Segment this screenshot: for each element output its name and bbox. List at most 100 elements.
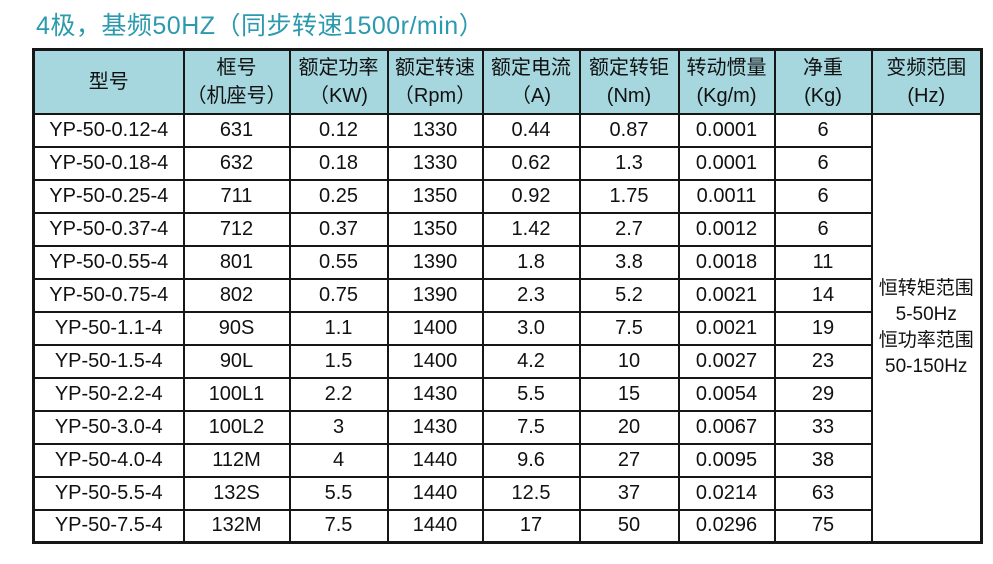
cell-power: 0.18 <box>288 145 389 181</box>
table-row: YP-50-0.55-4 801 0.55 1390 1.8 3.8 0.0018 11 <box>32 244 982 280</box>
cell-current: 4.2 <box>481 343 581 379</box>
cell-torque: 2.7 <box>578 211 680 247</box>
cell-power: 7.5 <box>288 508 389 544</box>
cell-current: 1.42 <box>481 211 581 247</box>
cell-power: 0.12 <box>288 112 389 148</box>
cell-model: YP-50-7.5-4 <box>32 508 185 544</box>
cell-current: 2.3 <box>481 277 581 313</box>
cell-model: YP-50-0.55-4 <box>32 244 185 280</box>
cell-power: 5.5 <box>288 475 389 511</box>
table-row: YP-50-4.0-4 112M 4 1440 9.6 27 0.0095 38 <box>32 442 982 478</box>
cell-speed: 1400 <box>386 310 484 346</box>
cell-model: YP-50-0.75-4 <box>32 277 185 313</box>
cell-current: 17 <box>481 508 581 544</box>
cell-current: 5.5 <box>481 376 581 412</box>
table-row: YP-50-5.5-4 132S 5.5 1440 12.5 37 0.0214 63 <box>32 475 982 511</box>
table-row: YP-50-0.25-4 711 0.25 1350 0.92 1.75 0.0011 6 <box>32 178 982 214</box>
cell-power: 0.75 <box>288 277 389 313</box>
cell-torque: 37 <box>578 475 680 511</box>
column-header-torque: 额定转钜 (Nm) <box>578 48 680 115</box>
cell-weight: 23 <box>773 343 873 379</box>
cell-frame: 100L1 <box>182 376 291 412</box>
table-row: YP-50-3.0-4 100L2 3 1430 7.5 20 0.0067 33 <box>32 409 982 445</box>
cell-current: 1.8 <box>481 244 581 280</box>
cell-current: 3.0 <box>481 310 581 346</box>
cell-frame: 90S <box>182 310 291 346</box>
cell-model: YP-50-1.1-4 <box>32 310 185 346</box>
cell-weight: 6 <box>773 145 873 181</box>
column-header-power: 额定功率 （KW) <box>288 48 389 115</box>
cell-speed: 1350 <box>386 211 484 247</box>
cell-frame: 631 <box>182 112 291 148</box>
cell-current: 12.5 <box>481 475 581 511</box>
cell-speed: 1440 <box>386 442 484 478</box>
table-row: YP-50-0.18-4 632 0.18 1330 0.62 1.3 0.0001 6 <box>32 145 982 181</box>
cell-power: 3 <box>288 409 389 445</box>
cell-power: 0.37 <box>288 211 389 247</box>
cell-torque: 50 <box>578 508 680 544</box>
cell-power: 1.1 <box>288 310 389 346</box>
cell-frame: 711 <box>182 178 291 214</box>
cell-frame: 802 <box>182 277 291 313</box>
table-row: YP-50-7.5-4 132M 7.5 1440 17 50 0.0296 75 <box>32 508 982 544</box>
cell-weight: 11 <box>773 244 873 280</box>
cell-speed: 1390 <box>386 244 484 280</box>
cell-current: 7.5 <box>481 409 581 445</box>
cell-torque: 7.5 <box>578 310 680 346</box>
page: 4极，基频50HZ（同步转速1500r/min） 型号 框号 （机座号） 额定功率 （K… <box>32 12 983 544</box>
cell-model: YP-50-2.2-4 <box>32 376 185 412</box>
freq-range-note-cell: 恒转矩范围 5-50Hz 恒功率范围 50-150Hz <box>870 112 983 544</box>
cell-weight: 6 <box>773 211 873 247</box>
cell-weight: 75 <box>773 508 873 544</box>
table-row: YP-50-2.2-4 100L1 2.2 1430 5.5 15 0.0054 29 <box>32 376 982 412</box>
cell-speed: 1330 <box>386 145 484 181</box>
cell-inertia: 0.0021 <box>677 277 776 313</box>
table-row: YP-50-0.12-4 631 0.12 1330 0.44 0.87 0.0001 6 恒转… <box>32 112 983 544</box>
cell-current: 0.44 <box>481 112 581 148</box>
cell-model: YP-50-0.18-4 <box>32 145 185 181</box>
cell-frame: 132S <box>182 475 291 511</box>
cell-frame: 712 <box>182 211 291 247</box>
column-header-speed: 额定转速 （Rpm） <box>386 48 484 115</box>
cell-current: 0.62 <box>481 145 581 181</box>
cell-model: YP-50-0.25-4 <box>32 178 185 214</box>
cell-power: 0.25 <box>288 178 389 214</box>
cell-model: YP-50-3.0-4 <box>32 409 185 445</box>
cell-torque: 15 <box>578 376 680 412</box>
cell-weight: 14 <box>773 277 873 313</box>
table-row: YP-50-1.1-4 90S 1.1 1400 3.0 7.5 0.0021 19 <box>32 310 982 346</box>
table-header: 型号 框号 （机座号） 额定功率 （KW) 额定转速 （Rpm） 额定电流 （A) 额定转钜 (Nm… <box>32 48 983 115</box>
cell-inertia: 0.0054 <box>677 376 776 412</box>
cell-speed: 1430 <box>386 376 484 412</box>
cell-speed: 1330 <box>386 112 484 148</box>
cell-inertia: 0.0018 <box>677 244 776 280</box>
cell-speed: 1350 <box>386 178 484 214</box>
header-row: 型号 框号 （机座号） 额定功率 （KW) 额定转速 （Rpm） 额定电流 （A) 额定转钜 (Nm… <box>32 48 983 115</box>
cell-torque: 3.8 <box>578 244 680 280</box>
cell-torque: 1.75 <box>578 178 680 214</box>
column-header-current: 额定电流 （A) <box>481 48 581 115</box>
table-row: YP-50-0.37-4 712 0.37 1350 1.42 2.7 0.0012 6 <box>32 211 982 247</box>
cell-model: YP-50-0.12-4 <box>32 112 185 148</box>
cell-weight: 29 <box>773 376 873 412</box>
column-header-weight: 净重 (Kg) <box>773 48 873 115</box>
motor-spec-table: 型号 框号 （机座号） 额定功率 （KW) 额定转速 （Rpm） 额定电流 （A) 额定转钜 (Nm… <box>32 48 983 544</box>
table-row: YP-50-1.5-4 90L 1.5 1400 4.2 10 0.0027 23 <box>32 343 982 379</box>
cell-power: 0.55 <box>288 244 389 280</box>
cell-inertia: 0.0011 <box>677 178 776 214</box>
cell-inertia: 0.0214 <box>677 475 776 511</box>
cell-torque: 5.2 <box>578 277 680 313</box>
cell-current: 0.92 <box>481 178 581 214</box>
cell-frame: 90L <box>182 343 291 379</box>
cell-torque: 10 <box>578 343 680 379</box>
cell-speed: 1440 <box>386 508 484 544</box>
cell-speed: 1400 <box>386 343 484 379</box>
cell-power: 4 <box>288 442 389 478</box>
cell-inertia: 0.0067 <box>677 409 776 445</box>
cell-model: YP-50-5.5-4 <box>32 475 185 511</box>
cell-torque: 1.3 <box>578 145 680 181</box>
cell-inertia: 0.0001 <box>677 145 776 181</box>
cell-frame: 801 <box>182 244 291 280</box>
cell-inertia: 0.0001 <box>677 112 776 148</box>
column-header-inertia: 转动惯量 (Kg/m) <box>677 48 776 115</box>
